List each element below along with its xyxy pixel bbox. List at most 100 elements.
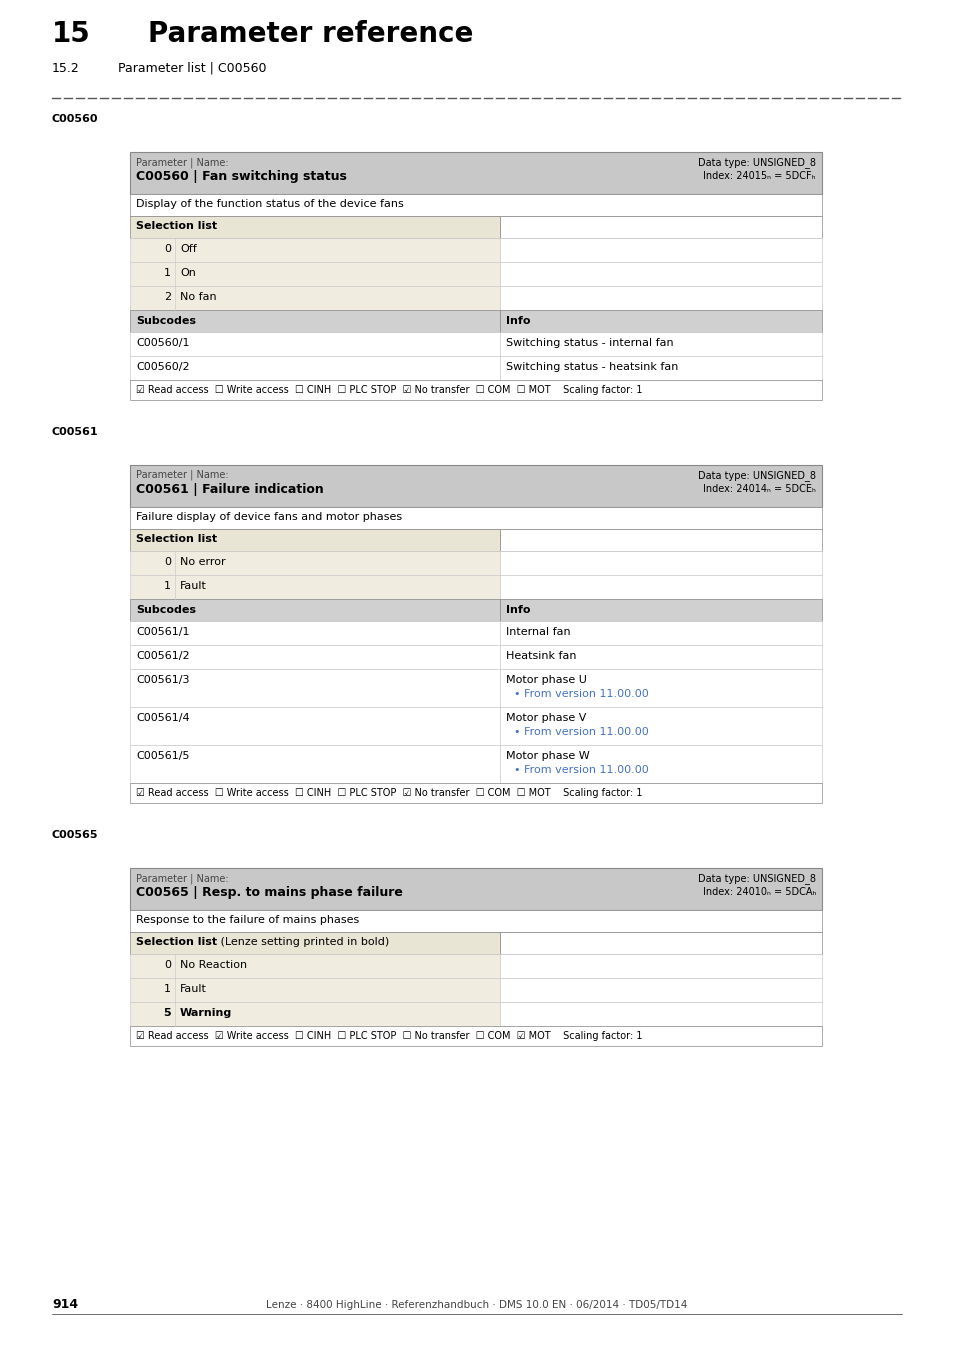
Bar <box>499 310 821 332</box>
Bar <box>499 262 821 286</box>
Text: Switching status - internal fan: Switching status - internal fan <box>506 338 673 348</box>
Bar <box>130 153 821 194</box>
Bar <box>499 238 821 262</box>
Text: Index: 24015ₙ = 5DCFₕ: Index: 24015ₙ = 5DCFₕ <box>702 171 815 181</box>
Bar <box>130 745 499 783</box>
Text: Parameter | Name:: Parameter | Name: <box>136 873 229 883</box>
Text: Failure display of device fans and motor phases: Failure display of device fans and motor… <box>136 512 402 522</box>
Text: 15: 15 <box>52 20 91 49</box>
Text: Parameter reference: Parameter reference <box>148 20 473 49</box>
Text: Motor phase W: Motor phase W <box>506 751 589 761</box>
Text: C00560 | Fan switching status: C00560 | Fan switching status <box>136 170 347 184</box>
Bar <box>130 194 821 216</box>
Text: C00561/1: C00561/1 <box>136 626 190 637</box>
Text: C00560/2: C00560/2 <box>136 362 190 373</box>
Bar <box>130 551 499 575</box>
Text: Motor phase V: Motor phase V <box>506 713 586 724</box>
Text: Warning: Warning <box>180 1008 232 1018</box>
Bar <box>499 216 821 238</box>
Text: 0: 0 <box>164 558 171 567</box>
Text: Internal fan: Internal fan <box>506 626 570 637</box>
Text: Off: Off <box>180 244 196 254</box>
Bar <box>130 1026 821 1046</box>
Bar <box>499 645 821 670</box>
Text: No Reaction: No Reaction <box>180 960 247 971</box>
Text: Selection list: Selection list <box>136 221 217 231</box>
Text: ☑ Read access  ☐ Write access  ☐ CINH  ☐ PLC STOP  ☑ No transfer  ☐ COM  ☐ MOT  : ☑ Read access ☐ Write access ☐ CINH ☐ PL… <box>136 385 641 396</box>
Bar <box>130 238 499 262</box>
Bar <box>130 645 499 670</box>
Text: C00561/2: C00561/2 <box>136 651 190 661</box>
Text: C00565: C00565 <box>52 830 98 840</box>
Text: • From version 11.00.00: • From version 11.00.00 <box>514 688 648 699</box>
Bar <box>499 745 821 783</box>
Text: Parameter list | C00560: Parameter list | C00560 <box>118 62 266 76</box>
Text: Motor phase U: Motor phase U <box>506 675 586 684</box>
Text: C00561/4: C00561/4 <box>136 713 190 724</box>
Text: 0: 0 <box>164 244 171 254</box>
Text: ☑ Read access  ☐ Write access  ☐ CINH  ☐ PLC STOP  ☑ No transfer  ☐ COM  ☐ MOT  : ☑ Read access ☐ Write access ☐ CINH ☐ PL… <box>136 788 641 798</box>
Bar <box>130 931 499 954</box>
Text: C00561: C00561 <box>52 427 98 437</box>
Text: 914: 914 <box>52 1297 78 1311</box>
Text: 15.2: 15.2 <box>52 62 80 76</box>
Bar <box>499 707 821 745</box>
Text: Parameter | Name:: Parameter | Name: <box>136 470 229 481</box>
Bar <box>130 216 499 238</box>
Bar <box>130 783 821 803</box>
Text: 0: 0 <box>164 960 171 971</box>
Bar <box>499 356 821 379</box>
Bar <box>499 977 821 1002</box>
Bar <box>499 551 821 575</box>
Text: • From version 11.00.00: • From version 11.00.00 <box>514 765 648 775</box>
Text: Index: 24014ₙ = 5DCEₕ: Index: 24014ₙ = 5DCEₕ <box>702 485 815 494</box>
Text: Selection list: Selection list <box>136 535 217 544</box>
Bar <box>130 868 821 910</box>
Text: Info: Info <box>506 316 530 325</box>
Bar <box>130 599 499 621</box>
Text: Info: Info <box>506 605 530 616</box>
Text: 2: 2 <box>164 292 171 302</box>
Text: • From version 11.00.00: • From version 11.00.00 <box>514 728 648 737</box>
Text: Parameter | Name:: Parameter | Name: <box>136 157 229 167</box>
Bar <box>130 621 499 645</box>
Text: ☑ Read access  ☑ Write access  ☐ CINH  ☐ PLC STOP  ☐ No transfer  ☐ COM  ☑ MOT  : ☑ Read access ☑ Write access ☐ CINH ☐ PL… <box>136 1031 641 1041</box>
Text: C00560/1: C00560/1 <box>136 338 190 348</box>
Text: Index: 24010ₙ = 5DCAₕ: Index: 24010ₙ = 5DCAₕ <box>702 887 815 896</box>
Text: 5: 5 <box>163 1008 171 1018</box>
Text: C00561 | Failure indication: C00561 | Failure indication <box>136 483 323 495</box>
Bar <box>499 954 821 977</box>
Text: Fault: Fault <box>180 984 207 994</box>
Bar <box>499 621 821 645</box>
Bar <box>130 529 499 551</box>
Text: C00560: C00560 <box>52 113 98 124</box>
Bar <box>130 262 499 286</box>
Text: C00565 | Resp. to mains phase failure: C00565 | Resp. to mains phase failure <box>136 886 402 899</box>
Text: Display of the function status of the device fans: Display of the function status of the de… <box>136 198 403 209</box>
Text: Response to the failure of mains phases: Response to the failure of mains phases <box>136 915 359 925</box>
Text: No fan: No fan <box>180 292 216 302</box>
Bar <box>499 529 821 551</box>
Bar <box>130 379 821 400</box>
Bar <box>130 464 821 508</box>
Text: Selection list: Selection list <box>136 937 217 946</box>
Bar <box>130 356 499 379</box>
Bar <box>499 332 821 356</box>
Text: Data type: UNSIGNED_8: Data type: UNSIGNED_8 <box>698 157 815 167</box>
Text: Data type: UNSIGNED_8: Data type: UNSIGNED_8 <box>698 873 815 884</box>
Text: Fault: Fault <box>180 580 207 591</box>
Bar <box>130 977 499 1002</box>
Bar <box>130 286 499 310</box>
Text: Heatsink fan: Heatsink fan <box>506 651 577 661</box>
Bar <box>130 332 499 356</box>
Text: Subcodes: Subcodes <box>136 316 195 325</box>
Bar <box>130 910 821 932</box>
Bar <box>499 931 821 954</box>
Bar <box>499 575 821 599</box>
Text: 1: 1 <box>164 269 171 278</box>
Bar <box>499 670 821 707</box>
Bar <box>499 599 821 621</box>
Text: 1: 1 <box>164 984 171 994</box>
Text: No error: No error <box>180 558 226 567</box>
Bar <box>499 1002 821 1026</box>
